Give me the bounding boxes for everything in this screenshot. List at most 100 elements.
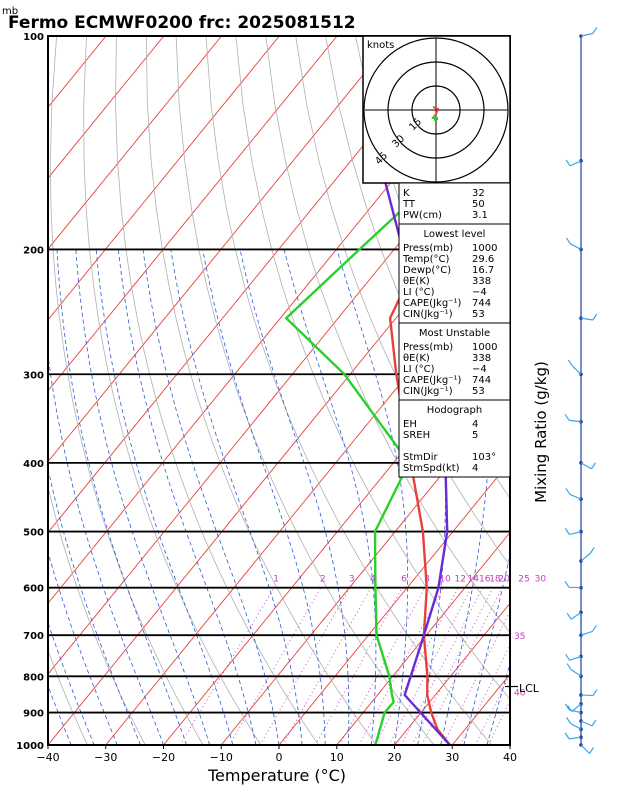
pressure-tick-label: 100 [23,32,44,43]
wind-barb [580,32,593,37]
wind-barb [580,630,593,636]
wind-barb [569,419,582,423]
stats-value: 338 [472,353,491,364]
wind-barb [569,655,582,661]
stats-table-box [398,182,511,225]
pressure-tick-label: 400 [23,459,44,470]
dry-adiabat [145,36,377,745]
mixing-ratio-label: 14 [468,575,480,585]
wind-barb [580,720,593,727]
temperature-tick-label: 10 [330,751,344,764]
wind-barb [569,160,582,167]
pressure-tick-label: 800 [23,672,44,683]
wind-barb [571,703,582,713]
wind-barb-flag [590,462,596,470]
wind-barb-flag [564,732,570,740]
stats-label: K [403,188,410,199]
mixing-ratio-line [411,587,494,745]
isotherm-line [220,389,510,745]
moist-adiabat [399,249,446,745]
mixing-ratio-line [400,587,484,745]
isotherm-line [394,602,510,745]
stats-label: CIN(Jkg⁻¹) [403,309,453,320]
stats-table-box [398,223,511,324]
stats-label: θE(K) [403,276,430,287]
stats-label: Press(mb) [403,342,453,353]
stats-value: −4 [472,287,487,298]
stats-label: LI (°C) [403,287,435,298]
wind-barb-flag [565,653,571,661]
wind-barb [580,317,593,321]
stats-value: 1000 [472,342,497,353]
stats-value: 16.7 [472,265,494,276]
stats-value: 5 [472,430,478,441]
mixing-ratio-label: 1 [273,575,279,585]
wind-barb [571,365,582,375]
wind-barb [569,736,582,740]
isotherm-line [48,36,165,179]
stats-label: StmDir [403,452,438,463]
isotherm-line [48,36,453,534]
stats-value: 744 [472,298,491,309]
stats-label: StmSpd(kt) [403,463,460,474]
isotherm-line [48,36,280,321]
mixing-ratio-label: 20 [498,575,510,585]
dry-adiabat [295,36,510,567]
mixing-ratio-label: 4 [370,575,376,585]
pressure-tick-label: 500 [23,528,44,539]
stats-table-title: Lowest level [424,229,486,240]
mixing-ratio-line [358,587,444,745]
hodograph: knots 15 30 45 [362,35,511,184]
stats-value: 3.1 [472,210,488,221]
wind-barb-flag [591,625,597,632]
right-axis-title: Mixing Ratio (g/kg) [532,361,550,503]
chart-title: Fermo ECMWF0200 frc: 2025081512 [8,13,356,33]
dewpoint-profile [284,108,510,745]
wind-barb-flag [588,747,594,754]
stats-value: 4 [472,419,478,430]
wind-barb-flag [592,27,598,34]
wind-barb-flag [566,663,572,670]
mixing-ratio-label: 6 [401,575,407,585]
mixing-ratio-label: 8 [424,575,430,585]
wind-barb-flag [589,547,595,554]
mixing-ratio-label: 30 [535,575,547,585]
stats-value: 744 [472,375,491,386]
mixing-ratio-label: 12 [455,575,466,585]
stats-table-box [398,399,511,478]
lcl-label: LCL [519,682,540,695]
mixing-ratio-line [388,587,472,745]
stats-value: 4 [472,463,478,474]
wind-barb [570,669,582,677]
stats-value: 50 [472,199,485,210]
wind-barb [569,530,582,536]
stats-label: θE(K) [403,353,430,364]
pressure-tick-label: 700 [23,631,44,642]
pressure-tick-label: 1000 [16,741,44,752]
stats-value: 103° [472,452,496,463]
temperature-tick-label: −40 [36,751,59,764]
dry-adiabat [49,36,204,745]
temperature-tick-label: −10 [210,751,233,764]
stability-tables: K 32 TT 50 PW(cm) 3.1 Lowest level Press(mb) 100… [398,182,511,478]
stats-table-title: Most Unstable [419,328,490,339]
mixing-ratio-label: 10 [439,575,451,585]
moist-adiabat [202,249,326,745]
mixing-ratio-label: 2 [320,575,326,585]
stats-table-title: Hodograph [427,405,482,416]
pressure-tick-label: 600 [23,584,44,595]
mixing-ratio-line [374,587,459,745]
mixing-ratio-label: 3 [349,575,355,585]
mixing-ratio-label: 18 [489,575,501,585]
wind-barb [580,694,594,697]
wind-barb-flag [565,159,571,167]
dry-adiabat [265,36,510,634]
stats-table-box [398,322,511,401]
pressure-tick-label: 900 [23,709,44,720]
temperature-tick-label: −20 [152,751,175,764]
wind-barb-flag [591,719,597,727]
stats-value: 53 [472,309,485,320]
stats-label: LI (°C) [403,364,435,375]
